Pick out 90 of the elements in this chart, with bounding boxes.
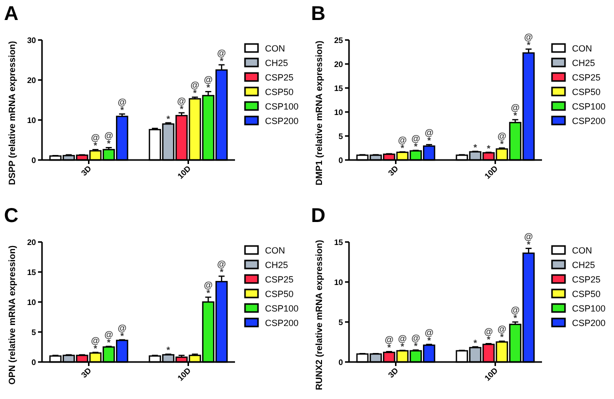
y-tick-label: 0: [338, 358, 344, 367]
data-label: @*: [398, 333, 408, 352]
x-tick-label: 10D: [176, 164, 193, 181]
legend-label: CH25: [265, 260, 288, 270]
y-tick-label: 5: [338, 132, 344, 141]
data-label: @*: [484, 326, 494, 345]
chart-title: B: [311, 3, 326, 25]
legend-label: CSP200: [265, 318, 299, 328]
data-label: @*: [411, 133, 420, 152]
y-tick-label: 20: [27, 76, 37, 85]
data-label: @*: [498, 131, 507, 149]
y-tick-label: 20: [27, 238, 37, 247]
legend-label: CH25: [572, 58, 596, 68]
legend-label: CSP50: [572, 289, 601, 299]
data-label: @*: [177, 96, 186, 114]
legend-label: CSP200: [572, 116, 606, 126]
data-label: @*: [398, 134, 408, 153]
legend-label: CSP100: [265, 102, 299, 112]
data-label: @*: [217, 259, 226, 278]
y-tick-label: 15: [334, 238, 344, 247]
data-label: @*: [424, 128, 434, 146]
data-label: @*: [384, 334, 394, 353]
data-label: @*: [204, 74, 213, 93]
y-tick-label: 0: [32, 156, 37, 165]
data-label: @*: [118, 97, 127, 115]
y-tick-label: 10: [27, 298, 37, 307]
legend-label: CSP25: [572, 274, 601, 284]
data-label: *: [166, 114, 170, 124]
y-tick-label: 15: [334, 84, 344, 93]
chart-title: A: [4, 3, 18, 25]
legend-label: CSP25: [265, 274, 294, 284]
data-label: @*: [510, 102, 520, 121]
data-label: @*: [411, 333, 420, 351]
data-label: @*: [104, 329, 114, 348]
y-axis-title: DMP1 (relative mRNA expression): [314, 40, 324, 186]
data-label: @*: [104, 130, 114, 149]
data-label: @*: [118, 322, 127, 341]
x-tick-label: 3D: [386, 164, 400, 178]
legend-label: CON: [572, 246, 592, 256]
y-axis-title: RUNX2 (relative mRNA expression): [314, 240, 324, 390]
legend-label: CON: [265, 44, 285, 54]
y-tick-label: 20: [334, 60, 344, 69]
legend-label: CSP25: [265, 72, 294, 82]
y-tick-label: 10: [334, 278, 344, 287]
legend-label: CSP100: [265, 304, 299, 314]
y-tick-label: 25: [334, 36, 344, 45]
y-tick-label: 5: [32, 328, 37, 337]
data-label: *: [486, 143, 491, 154]
legend-label: CH25: [572, 260, 596, 270]
x-tick-label: 10D: [482, 164, 500, 181]
data-label: @*: [91, 132, 100, 151]
y-tick-label: 0: [338, 156, 344, 165]
legend-label: CSP50: [265, 87, 294, 97]
data-label: @*: [204, 280, 213, 298]
data-label: @*: [524, 231, 534, 250]
legend-label: CSP50: [265, 289, 294, 299]
data-label: @*: [524, 32, 534, 50]
x-tick-label: 10D: [482, 366, 500, 383]
legend-label: CSP200: [572, 318, 606, 328]
y-tick-label: 0: [32, 358, 37, 367]
legend-label: CON: [265, 246, 285, 256]
y-tick-label: 10: [334, 108, 344, 117]
legend-label: CSP200: [265, 116, 299, 126]
x-tick-label: 3D: [386, 366, 400, 380]
chart-title: C: [4, 205, 18, 227]
y-tick-label: 15: [27, 268, 37, 277]
data-label: @*: [190, 80, 200, 98]
y-axis-title: DSPP (relative mRNA expression): [7, 40, 17, 186]
data-label: *: [166, 345, 170, 356]
data-label: @*: [217, 48, 226, 66]
x-tick-label: 3D: [80, 164, 94, 178]
data-label: @*: [498, 324, 507, 342]
legend-label: CH25: [265, 58, 288, 68]
y-axis-title: OPN (relative mRNA expression): [7, 245, 17, 385]
y-tick-label: 10: [27, 116, 37, 125]
data-label: @*: [91, 335, 100, 354]
legend-label: CSP100: [572, 102, 606, 112]
data-label: @*: [510, 305, 520, 323]
x-tick-label: 3D: [80, 366, 94, 380]
y-tick-label: 5: [338, 318, 344, 327]
legend-label: CSP25: [572, 72, 601, 82]
data-label: *: [473, 338, 478, 348]
x-tick-label: 10D: [176, 366, 193, 383]
legend-label: CON: [572, 44, 592, 54]
data-label: *: [473, 142, 478, 152]
y-tick-label: 30: [27, 36, 37, 45]
data-label: @*: [424, 327, 434, 346]
legend-label: CSP100: [572, 304, 606, 314]
chart-title: D: [311, 205, 326, 227]
legend-label: CSP50: [572, 87, 601, 97]
